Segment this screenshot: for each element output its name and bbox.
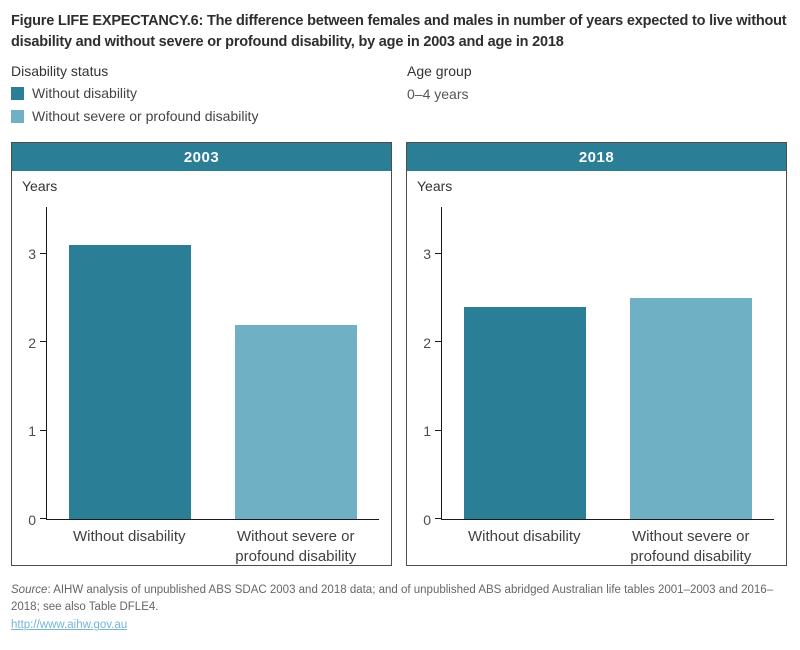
category-label: Without severe or profound disability bbox=[630, 528, 752, 565]
figure-page: Figure LIFE EXPECTANCY.6: The difference… bbox=[11, 13, 787, 633]
age-group-header: Age group bbox=[407, 63, 472, 80]
y-axis: 0 1 2 3 bbox=[12, 207, 46, 527]
age-group-value: 0–4 years bbox=[407, 86, 469, 103]
footer: Source: AIHW analysis of unpublished ABS… bbox=[11, 582, 787, 633]
y-tick-label: 3 bbox=[28, 246, 36, 263]
panel-title: 2018 bbox=[578, 148, 615, 166]
legend-swatch-dark-icon bbox=[11, 86, 24, 100]
y-tick-mark bbox=[40, 252, 47, 254]
bar-without-disability[interactable] bbox=[68, 245, 192, 520]
y-axis: 0 1 2 3 bbox=[407, 207, 441, 527]
source-label: Source bbox=[11, 584, 48, 597]
legend-header: Disability status bbox=[11, 63, 109, 80]
y-tick-mark bbox=[435, 252, 442, 254]
panel-header-2018: 2018 bbox=[407, 143, 786, 172]
plot-area bbox=[40, 207, 379, 521]
legend-swatch-light-icon bbox=[11, 109, 24, 123]
panel-body: Years 0 1 2 3 Without disability Without sev… bbox=[407, 171, 786, 565]
y-tick-mark bbox=[40, 341, 47, 343]
legend-row: Disability status Without disability Wit… bbox=[11, 63, 787, 131]
y-tick-mark bbox=[40, 518, 47, 520]
legend-item-without-disability[interactable]: Without disability bbox=[11, 85, 405, 101]
legend-item-label: Without severe or profound disability bbox=[32, 108, 259, 125]
y-tick-mark bbox=[435, 518, 442, 520]
panel-title: 2003 bbox=[183, 148, 220, 166]
bar-without-severe-or-profound-disability[interactable] bbox=[629, 298, 753, 520]
y-tick-label: 1 bbox=[28, 423, 36, 440]
age-group-block: Age group 0–4 years bbox=[405, 63, 472, 131]
figure-title: Figure LIFE EXPECTANCY.6: The difference… bbox=[11, 13, 787, 51]
y-tick-label: 0 bbox=[28, 512, 36, 529]
y-tick-label: 1 bbox=[423, 423, 431, 440]
bar-without-disability[interactable] bbox=[463, 306, 587, 520]
y-tick-label: 3 bbox=[423, 246, 431, 263]
disability-status-legend: Disability status Without disability Wit… bbox=[11, 63, 405, 131]
source-text: : AIHW analysis of unpublished ABS SDAC … bbox=[11, 584, 774, 613]
source-note: Source: AIHW analysis of unpublished ABS… bbox=[11, 582, 787, 615]
panel-body: Years 0 1 2 3 Without disability Without sev… bbox=[12, 171, 391, 565]
category-label: Without disability bbox=[72, 528, 186, 546]
plot-wrap: 0 1 2 3 bbox=[407, 207, 774, 527]
y-tick-mark bbox=[435, 341, 442, 343]
category-label: Without severe or profound disability bbox=[235, 528, 357, 565]
y-tick-label: 0 bbox=[423, 512, 431, 529]
y-tick-mark bbox=[40, 429, 47, 431]
y-axis-title: Years bbox=[22, 178, 58, 195]
aihw-link[interactable]: http://www.aihw.gov.au bbox=[11, 619, 128, 632]
x-axis-category-labels: Without disability Without severe or prof… bbox=[46, 527, 379, 566]
legend-item-label: Without disability bbox=[32, 85, 138, 102]
panel-header-2003: 2003 bbox=[12, 143, 391, 172]
y-tick-label: 2 bbox=[28, 334, 36, 351]
plot-wrap: 0 1 2 3 bbox=[12, 207, 379, 527]
x-axis-category-labels: Without disability Without severe or prof… bbox=[441, 527, 774, 566]
y-tick-label: 2 bbox=[423, 334, 431, 351]
plot-area bbox=[435, 207, 774, 521]
category-label: Without disability bbox=[467, 528, 581, 546]
y-axis-title: Years bbox=[417, 178, 453, 195]
bar-without-severe-or-profound-disability[interactable] bbox=[234, 324, 358, 520]
legend-item-without-severe-profound[interactable]: Without severe or profound disability bbox=[11, 108, 405, 124]
y-tick-mark bbox=[435, 429, 442, 431]
